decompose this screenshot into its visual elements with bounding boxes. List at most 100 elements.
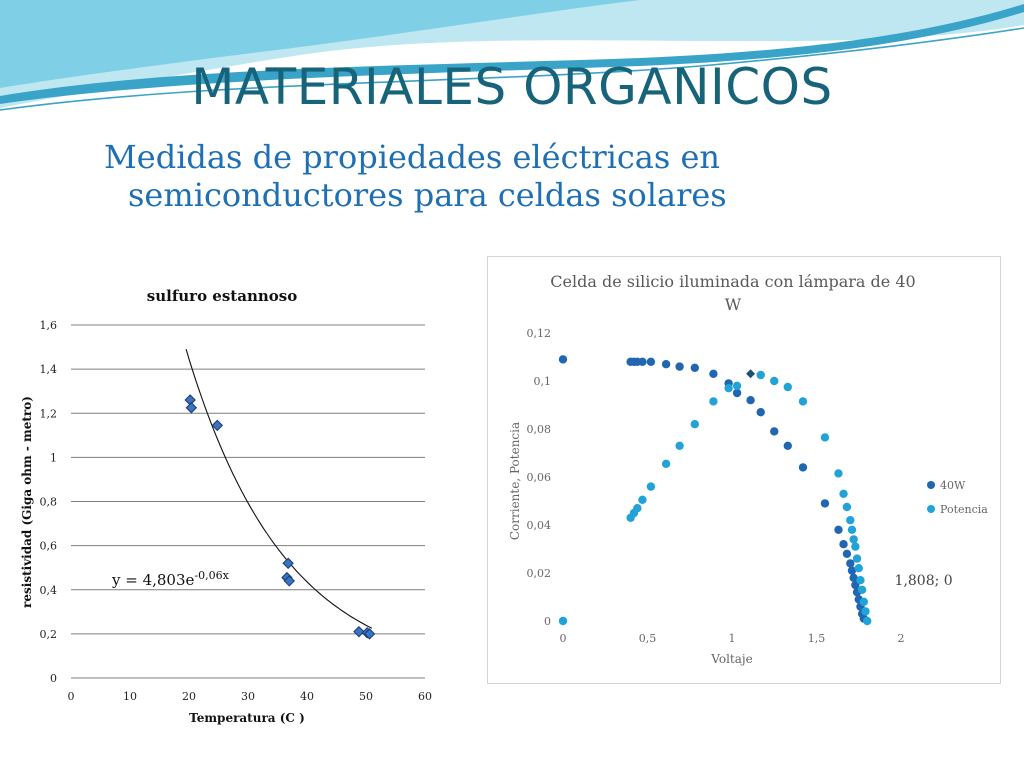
chart2-data-point (709, 397, 718, 406)
chart2-y-tick-label: 0 (544, 615, 551, 628)
chart1-data-point (211, 419, 224, 432)
chart2-y-tick-label: 0,04 (527, 519, 552, 532)
chart2-y-tick-label: 0,06 (527, 471, 552, 484)
chart1-data-point (185, 402, 198, 414)
chart2-data-point (724, 384, 733, 393)
chart1-x-tick-label: 60 (418, 690, 432, 703)
chart2-data-point (856, 576, 865, 585)
chart1-title: sulfuro estannoso (147, 287, 297, 305)
chart2-data-point (857, 585, 867, 594)
chart1-trendline (185, 348, 373, 629)
chart1-y-tick-label: 0,8 (40, 496, 58, 509)
chart2-data-point (847, 566, 857, 575)
subtitle-line-2: semiconductores para celdas solares (128, 176, 727, 214)
chart1-x-tick-label: 10 (123, 690, 137, 703)
chart1-y-tick-label: 1,2 (40, 407, 58, 420)
chart2-y-tick-label: 0,12 (527, 327, 552, 340)
chart1-y-tick-label: 0,2 (40, 628, 58, 641)
chart2-y-tick-label: 0,08 (527, 423, 552, 436)
chart1-data-point (353, 625, 365, 638)
chart1-x-axis-label: Temperatura (C ) (189, 711, 305, 725)
chart2-y-tick-label: 0,02 (527, 567, 552, 580)
slide-title: MATERIALES ORGANICOS (191, 58, 833, 116)
chart2-annotation: 1,808; 0 (895, 573, 953, 589)
chart2-data-point (863, 616, 872, 626)
chart2-legend-marker (927, 505, 935, 513)
chart2-data-point (839, 489, 848, 498)
chart2-data-point (842, 549, 852, 558)
chart2-data-point (756, 408, 765, 417)
chart2-legend: 40W Potencia (927, 479, 988, 516)
chart2-x-tick-label: 1,5 (808, 632, 826, 645)
chart1-x-tick-label: 40 (300, 690, 314, 703)
chart2-data-point (690, 420, 700, 429)
chart1-x-tick-label: 30 (241, 690, 255, 703)
chart2-data-point (834, 469, 843, 478)
chart2-data-point (756, 370, 765, 380)
chart2-data-point (558, 355, 568, 364)
chart2-data-point (675, 362, 684, 371)
chart2-data-point (846, 516, 855, 525)
chart1-data-point (283, 575, 296, 587)
chart2-legend-label: 40W (940, 479, 966, 492)
chart2-y-axis-label: Corriente, Potencia (508, 422, 522, 540)
chart2-title-line-2: W (725, 295, 742, 314)
chart1-y-tick-label: 1 (50, 451, 57, 464)
chart1-y-tick-label: 0,4 (40, 584, 58, 597)
chart1-y-tick-label: 0 (50, 672, 57, 685)
chart2-data-point (661, 459, 671, 468)
chart2-data-point (861, 607, 870, 616)
chart2-data-point (770, 427, 779, 436)
chart2-data-point (646, 357, 656, 366)
chart2-data-point (820, 499, 830, 508)
chart2-data-point (847, 525, 857, 534)
chart2-data-point (646, 482, 656, 491)
subtitle-line-1: Medidas de propiedades eléctricas en (104, 138, 721, 176)
chart2-data-point (839, 540, 848, 549)
chart2-legend-label: Potencia (940, 503, 988, 516)
chart2-data-point (770, 376, 779, 386)
chart1-equation: y = 4,803e-0,06x (111, 569, 230, 589)
chart2-data-point (854, 564, 863, 573)
chart2-data-point (783, 441, 792, 450)
header-waves (0, 0, 1024, 111)
chart2-data-point (849, 573, 858, 582)
chart2-data-point (732, 381, 742, 390)
chart1-y-tick-label: 1,6 (40, 319, 58, 332)
chart2-data-point (859, 597, 869, 606)
chart1-equation-exponent: -0,06x (194, 569, 229, 582)
chart2-data-point (834, 525, 843, 534)
chart2-data-point (690, 363, 700, 372)
chart2-legend-marker (927, 481, 935, 489)
wave-line (0, 27, 1024, 111)
chart2-data-point (709, 369, 718, 378)
chart2-data-point (638, 495, 647, 504)
chart2-data-point (820, 433, 830, 442)
chart2-data-point (783, 382, 792, 392)
wave-dark (0, 4, 1024, 104)
chart2-data-point (732, 388, 742, 398)
chart2-data-point (798, 463, 808, 472)
chart2-data-point (661, 360, 671, 369)
chart2-highlight-marker (746, 369, 756, 379)
chart2-data-point (846, 559, 855, 568)
chart2-x-tick-label: 2 (898, 632, 905, 645)
chart2-data-point (633, 504, 642, 513)
chart1-data-point (282, 557, 294, 569)
chart2-data-point (842, 502, 852, 512)
slide-subtitle: Medidas de propiedades eléctricas en sem… (104, 138, 824, 214)
chart2-x-axis-label: Voltaje (710, 652, 752, 666)
chart2-data-point (851, 542, 860, 551)
chart2-data-point (849, 535, 858, 544)
chart2-x-tick-label: 0 (560, 632, 567, 645)
chart1-gridlines (71, 324, 425, 679)
chart2-data-point (558, 616, 568, 626)
chart2-data-point (675, 441, 684, 450)
chart1-data-point (363, 628, 376, 640)
chart1-series-points (184, 394, 376, 640)
chart1-y-ticks: 0 0,2 0,4 0,6 0,8 1 1,2 1,4 1,6 (40, 319, 58, 685)
chart2-data-point (638, 357, 647, 366)
chart1-y-tick-label: 0,6 (40, 540, 58, 553)
chart1-y-tick-label: 1,4 (40, 363, 58, 376)
